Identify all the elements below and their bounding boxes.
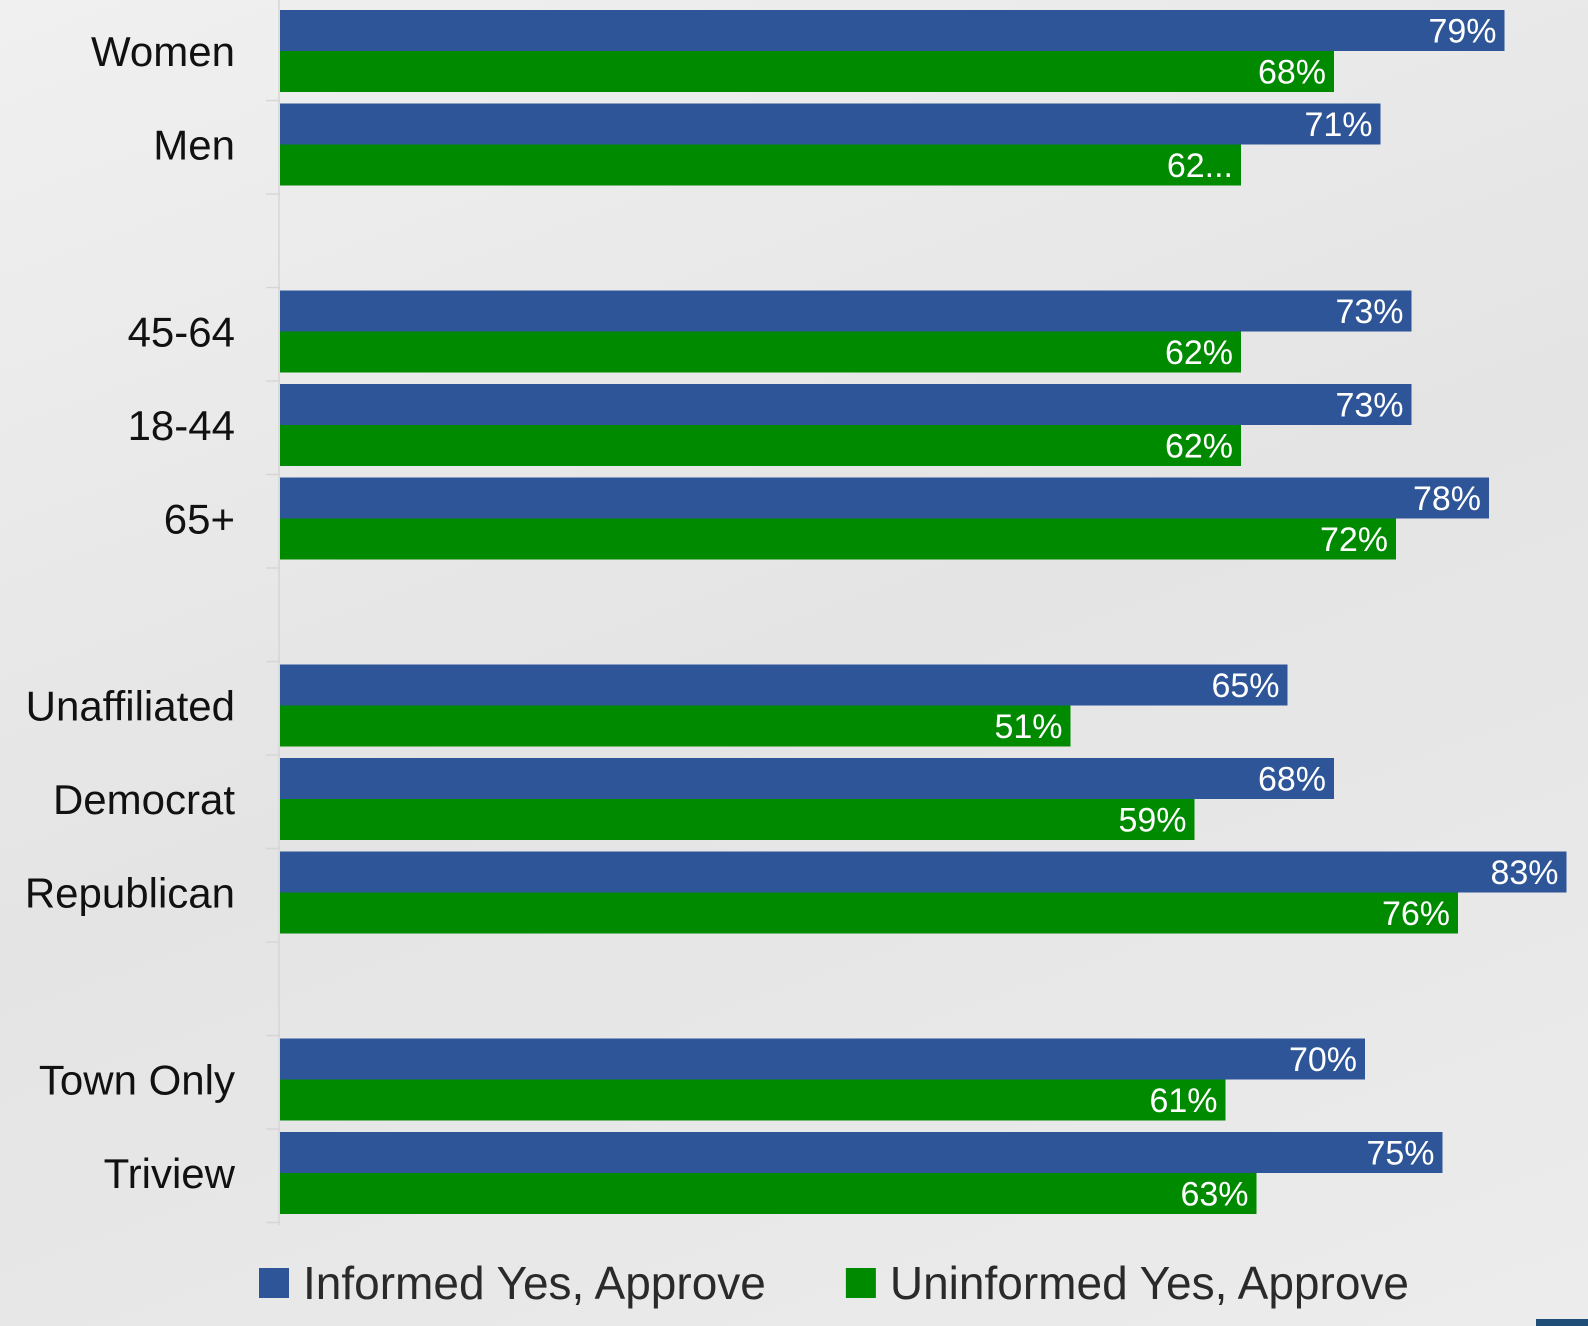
bar-uninformed [280, 892, 1458, 934]
bar-informed [280, 1132, 1443, 1173]
category-label: Republican [25, 870, 235, 917]
data-label: 71% [1304, 106, 1372, 144]
bar-uninformed [280, 331, 1241, 373]
category-label: 18-44 [128, 402, 235, 449]
data-label: 68% [1258, 761, 1326, 799]
bar-uninformed [280, 518, 1396, 560]
bar-uninformed [280, 1079, 1226, 1121]
corner-accent [1536, 1319, 1588, 1326]
bar-informed [280, 758, 1334, 799]
bar-uninformed [280, 51, 1334, 92]
legend-label: Informed Yes, Approve [303, 1257, 766, 1309]
data-label: 61% [1149, 1082, 1217, 1120]
category-label: Unaffiliated [26, 683, 235, 730]
legend-swatch-uninformed [845, 1268, 876, 1298]
data-label: 70% [1289, 1041, 1357, 1079]
data-label: 68% [1258, 54, 1326, 92]
bar-uninformed [280, 799, 1195, 840]
category-label: 65+ [164, 496, 235, 543]
category-label: Triview [104, 1150, 236, 1197]
legend-swatch-informed [259, 1268, 289, 1298]
data-label: 63% [1180, 1176, 1248, 1214]
bar-informed [280, 103, 1381, 145]
bar-informed [280, 1038, 1365, 1080]
data-label: 65% [1211, 667, 1279, 705]
data-label: 51% [994, 708, 1062, 746]
category-label: Town Only [39, 1057, 235, 1104]
data-label: 76% [1382, 895, 1450, 933]
category-label: Women [91, 28, 235, 75]
category-label: 45-64 [128, 309, 235, 356]
data-label: 83% [1490, 854, 1558, 892]
bar-informed [280, 664, 1288, 706]
bar-uninformed [280, 705, 1071, 747]
data-label: 62% [1165, 334, 1233, 372]
bar-informed [280, 10, 1505, 51]
bar-informed [280, 290, 1412, 332]
data-label: 62% [1165, 428, 1233, 466]
bar-informed [280, 384, 1412, 425]
bar-informed [280, 851, 1567, 893]
data-label: 75% [1366, 1135, 1434, 1173]
bar-uninformed [280, 425, 1241, 466]
data-label: 73% [1335, 293, 1403, 331]
data-label: 72% [1320, 521, 1388, 559]
data-label: 59% [1118, 802, 1186, 840]
category-label: Men [153, 122, 235, 169]
category-label: Democrat [53, 776, 235, 823]
data-label: 79% [1428, 13, 1496, 51]
bar-uninformed [280, 144, 1241, 186]
legend-label: Uninformed Yes, Approve [890, 1257, 1409, 1309]
data-label: 78% [1413, 480, 1481, 518]
bar-informed [280, 477, 1489, 519]
data-label: 62... [1167, 147, 1233, 185]
bar-uninformed [280, 1173, 1257, 1214]
data-label: 73% [1335, 387, 1403, 425]
